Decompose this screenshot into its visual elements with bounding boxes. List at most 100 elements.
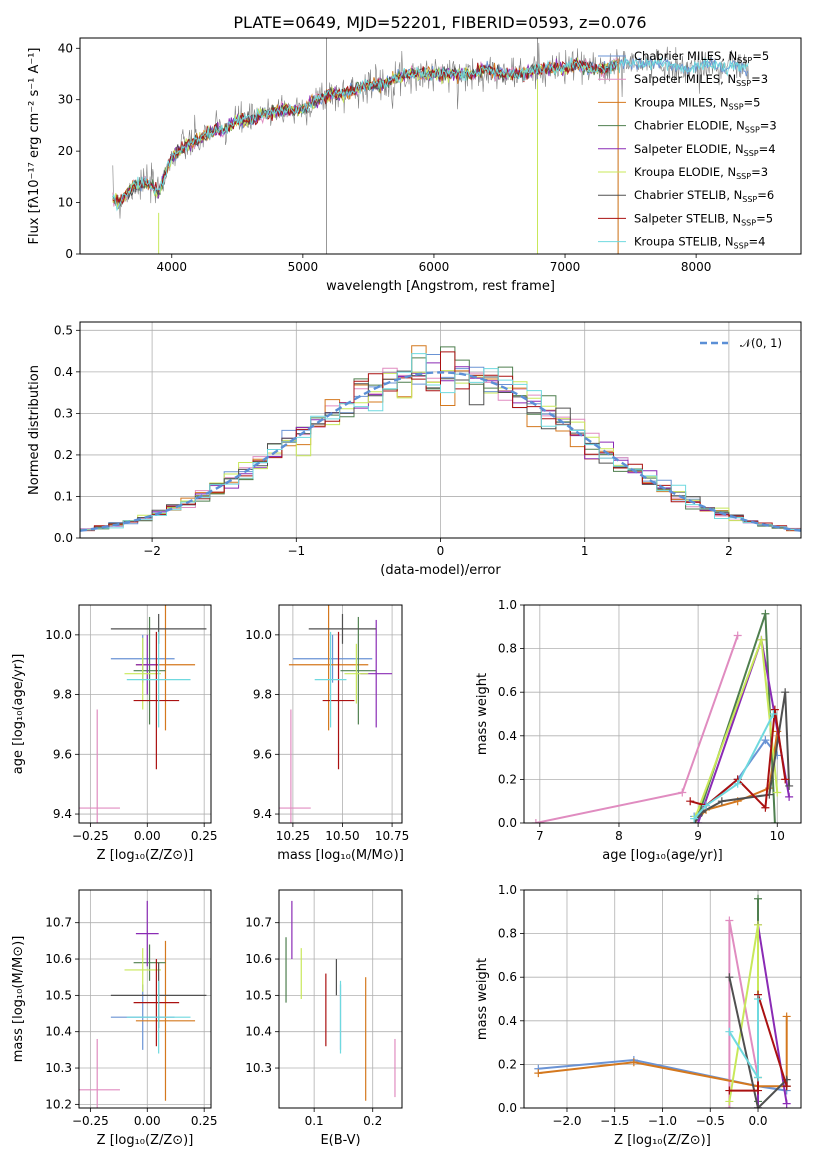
y-tick-label: 1.0 [498,598,517,612]
weight-vs-z-panel: −2.0 −1.5 −1.0 −0.5 0.0 0.0 0.2 0.4 0.6 0.8 1.0 Z [… [475,883,802,1148]
weight-marker [725,1086,734,1095]
y-tick-label: 30 [58,93,73,107]
y-tick-label: 10.5 [245,988,272,1002]
weight-marker [781,775,790,784]
errorbar-point-8 [322,631,355,770]
legend-label-1: Chabrier MILES, NSSP=5 [634,49,769,65]
x-tick-label: 0.00 [134,1114,161,1128]
weight-marker [770,705,779,714]
y-axis-label: mass weight [475,958,490,1040]
y-tick-label: 0.5 [54,323,73,337]
weight-line-8 [689,709,787,810]
x-tick-label: 8000 [681,260,712,274]
spectrum-title: PLATE=0649, MJD=52201, FIBERID=0593, z=0… [233,13,646,32]
axes-frame [278,889,403,1109]
spectrum-legend: Chabrier MILES, NSSP=5 Salpeter MILES, NS… [598,49,777,251]
errorbar-point-8 [133,631,180,770]
x-axis-label: wavelength [Angstrom, rest frame] [326,279,555,294]
x-tick-label: −0.25 [72,829,109,843]
x-tick-label: 0.00 [134,829,161,843]
y-axis-label: mass [log₁₀(M/M⊙)] [11,936,26,1063]
x-tick-label: 10.50 [325,829,359,843]
weight-marker [761,736,770,745]
histogram-3 [80,345,801,532]
age-vs-mass-panel: 10.25 10.50 10.75 9.4 9.6 9.8 10.0 mass [log₁₀(… [245,604,409,863]
y-tick-label: 0.3 [54,406,73,420]
weight-marker [754,894,763,903]
x-axis-label: Z [log₁₀(Z/Z⊙)] [97,1133,194,1148]
y-tick-label: 10.3 [245,1061,272,1075]
errorbar-point-3 [288,605,369,731]
y-tick-label: 0.0 [498,1101,517,1115]
grid-lines [79,890,211,1108]
y-tick-label: 0.2 [498,772,517,786]
x-tick-label: 0.25 [191,829,218,843]
y-tick-label: 9.6 [253,747,272,761]
x-tick-label: 0.2 [363,1114,382,1128]
y-tick-label: 0 [65,247,73,261]
y-tick-label: 0.2 [54,448,73,462]
x-axis-label: (data-model)/error [380,563,501,578]
y-tick-label: 0.4 [498,1014,517,1028]
weight-marker [773,788,782,797]
weight-marker [733,631,742,640]
age-vs-z-panel: −0.25 0.00 0.25 9.4 9.6 9.8 10.0 Z [log₁₀(Z/Z⊙)… [11,604,218,863]
y-tick-label: 10.4 [45,1025,72,1039]
y-tick-label: 0.6 [498,970,517,984]
y-tick-label: 20 [58,144,73,158]
weight-marker [781,688,790,697]
y-tick-label: 9.8 [253,688,272,702]
weight-line-5 [757,924,788,1108]
weight-marker [754,1073,763,1082]
weight-marker [757,635,766,644]
legend-label-5: Salpeter ELODIE, NSSP=4 [634,142,776,158]
weight-marker [534,1069,543,1078]
y-tick-label: 10.6 [245,952,272,966]
weight-marker [686,797,695,806]
x-tick-label: 6000 [419,260,450,274]
x-tick-label: 10.75 [375,829,409,843]
axes-frame [523,889,802,1109]
mass-vs-ebv-panel: 0.1 0.2 10.3 10.4 10.5 10.6 10.7 E(B-V) [245,889,403,1148]
x-tick-label: 7000 [550,260,581,274]
grid-lines [79,605,211,823]
weight-marker [782,1082,791,1091]
y-tick-label: 0.6 [498,685,517,699]
errorbar-point-5 [135,634,159,695]
weight-line-9 [693,713,775,820]
weight-marker [754,920,763,929]
x-tick-label: 0.1 [305,1114,324,1128]
weight-marker [770,819,779,823]
x-tick-label: 0 [437,544,445,558]
y-tick-label: 10.7 [45,916,72,930]
weight-line-7 [693,692,791,823]
y-tick-label: 9.8 [53,688,72,702]
x-tick-label: −0.25 [72,1114,109,1128]
y-tick-label: 10.6 [45,952,72,966]
x-axis-label: mass [log₁₀(M/M⊙)] [277,848,404,863]
weight-marker [785,792,794,801]
errorbar-point-4 [340,616,377,725]
errorbar-point-7 [308,613,377,644]
errorbar-point-9 [126,980,191,1054]
weight-marker [629,1058,638,1067]
y-tick-label: 10.3 [45,1061,72,1075]
mass-vs-z-panel: −0.25 0.00 0.25 10.2 10.3 10.4 10.5 10.6 10.7 Z [… [11,889,218,1148]
x-tick-label: 8 [615,829,623,843]
legend-label-3: Kroupa MILES, NSSP=5 [634,95,760,111]
axes-frame [278,604,403,824]
y-tick-label: 40 [58,41,73,55]
x-tick-label: −1.5 [600,1114,629,1128]
y-tick-label: 10.2 [45,1097,72,1111]
x-tick-label: −1.0 [648,1114,677,1128]
legend-label-normal: 𝒩(0, 1) [740,336,782,350]
x-tick-label: 10.25 [276,829,310,843]
y-tick-label: 0.1 [54,489,73,503]
weight-marker [769,710,778,718]
errorbar-point-9 [126,631,191,728]
errorbar-point-6 [344,643,369,704]
x-tick-label: 10 [770,829,785,843]
x-axis-label: age [log₁₀(age/yr)] [602,848,723,863]
weight-marker [761,803,770,812]
x-axis-label: E(B-V) [320,1133,360,1148]
